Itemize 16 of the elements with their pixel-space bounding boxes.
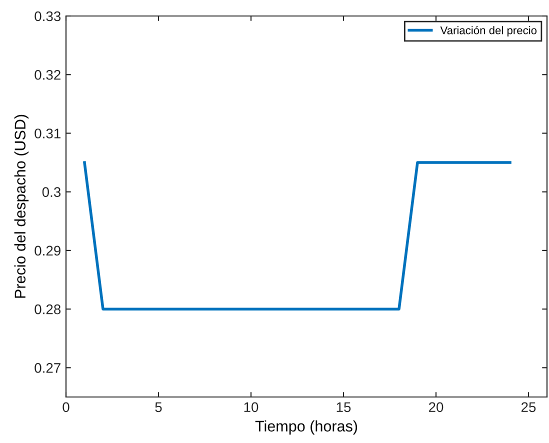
y-tick-label: 0.27 [34, 363, 60, 373]
y-tick-label: 0.28 [34, 304, 61, 314]
x-tick-label: 25 [521, 402, 536, 412]
legend-label: Variación del precio [440, 26, 537, 36]
y-axis-title: Precio del despacho (USD) [14, 114, 29, 298]
x-tick-label: 10 [244, 402, 258, 412]
x-tick-label: 20 [428, 402, 444, 412]
y-tick-label: 0.29 [34, 246, 60, 256]
y-tick-label: 0.32 [34, 70, 60, 80]
x-tick-label: 0 [62, 402, 70, 412]
y-tick-label: 0.3 [42, 187, 61, 198]
x-axis-title: Tiempo (horas) [255, 420, 358, 435]
y-tick-label: 0.33 [34, 11, 61, 22]
y-tick-label: 0.31 [34, 128, 60, 138]
x-tick-label: 15 [336, 402, 351, 412]
x-tick-label: 5 [155, 402, 162, 412]
